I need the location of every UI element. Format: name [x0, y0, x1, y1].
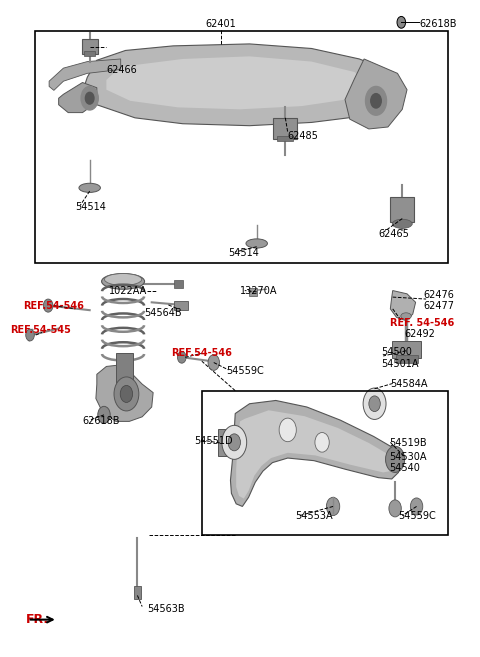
Bar	[174, 280, 183, 288]
Circle shape	[208, 355, 219, 371]
Bar	[396, 355, 418, 363]
Bar	[84, 51, 95, 57]
Ellipse shape	[392, 219, 412, 229]
Text: 54559C: 54559C	[227, 366, 264, 376]
Ellipse shape	[401, 313, 411, 319]
Ellipse shape	[79, 183, 100, 193]
Bar	[134, 586, 141, 599]
Text: 54514: 54514	[228, 248, 259, 258]
Bar	[35, 31, 447, 263]
Text: 62401: 62401	[205, 19, 236, 30]
Bar	[392, 341, 421, 358]
Circle shape	[43, 299, 53, 312]
Bar	[218, 428, 231, 456]
Polygon shape	[107, 57, 369, 109]
Text: 62492: 62492	[405, 328, 435, 339]
Text: 62465: 62465	[378, 229, 409, 238]
Bar	[274, 118, 297, 139]
Text: 54519B: 54519B	[389, 438, 427, 448]
Circle shape	[228, 434, 240, 451]
Ellipse shape	[105, 273, 142, 285]
Polygon shape	[230, 401, 400, 507]
Circle shape	[178, 351, 186, 363]
Circle shape	[85, 93, 94, 104]
Circle shape	[397, 16, 406, 28]
Bar	[390, 197, 414, 222]
Text: 54551D: 54551D	[195, 436, 233, 446]
Text: REF.54-546: REF.54-546	[171, 348, 232, 358]
Text: 54563B: 54563B	[147, 604, 185, 614]
Polygon shape	[236, 410, 393, 499]
Text: REF.54-546: REF.54-546	[23, 301, 84, 311]
Text: 62485: 62485	[288, 131, 319, 141]
Text: 54514: 54514	[75, 202, 106, 212]
Circle shape	[363, 388, 386, 419]
Text: 62618B: 62618B	[83, 417, 120, 426]
Text: 54564B: 54564B	[144, 308, 182, 319]
Circle shape	[114, 377, 139, 411]
Circle shape	[410, 498, 423, 515]
Circle shape	[222, 425, 247, 459]
Circle shape	[326, 497, 340, 516]
Bar	[116, 353, 132, 397]
Polygon shape	[345, 59, 407, 129]
Text: 1022AA: 1022AA	[109, 286, 147, 296]
Text: 62466: 62466	[107, 65, 137, 75]
Polygon shape	[59, 83, 97, 112]
Circle shape	[369, 396, 380, 411]
Polygon shape	[390, 290, 416, 321]
Text: 62476
62477: 62476 62477	[424, 290, 455, 311]
Circle shape	[365, 87, 386, 115]
Text: 54553A: 54553A	[295, 511, 333, 521]
Circle shape	[120, 386, 132, 403]
Text: 54559C: 54559C	[398, 511, 436, 521]
Circle shape	[315, 432, 329, 452]
Ellipse shape	[102, 273, 144, 289]
Circle shape	[371, 94, 381, 108]
Circle shape	[389, 500, 401, 517]
Text: 54500
54501A: 54500 54501A	[381, 347, 418, 369]
Bar	[277, 135, 293, 141]
Circle shape	[81, 87, 98, 110]
Text: REF. 54-546: REF. 54-546	[390, 318, 455, 328]
Text: 54584A: 54584A	[390, 379, 428, 389]
Polygon shape	[83, 44, 402, 125]
Bar	[174, 301, 189, 310]
Bar	[202, 391, 447, 535]
Circle shape	[26, 329, 34, 341]
Ellipse shape	[246, 239, 267, 248]
Text: REF.54-545: REF.54-545	[10, 325, 71, 336]
Text: 13270A: 13270A	[240, 286, 277, 296]
Text: FR.: FR.	[26, 613, 49, 626]
Polygon shape	[49, 59, 120, 91]
Text: 62618B: 62618B	[419, 19, 456, 30]
Bar	[249, 288, 257, 296]
Circle shape	[385, 446, 405, 472]
Circle shape	[279, 418, 296, 442]
Text: 54530A
54540: 54530A 54540	[389, 452, 426, 474]
Bar	[82, 39, 98, 54]
Circle shape	[98, 406, 110, 423]
Polygon shape	[96, 365, 153, 421]
